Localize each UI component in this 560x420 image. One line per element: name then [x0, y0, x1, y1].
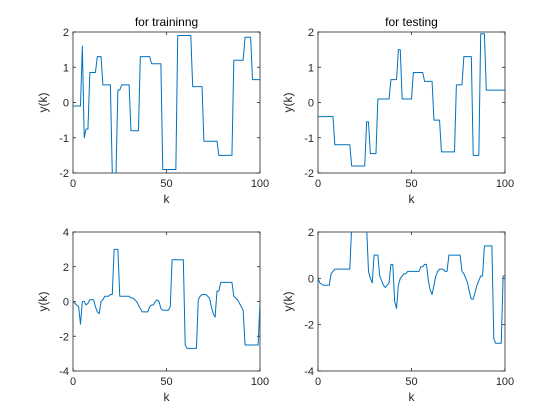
- x-tick-label: 50: [160, 376, 172, 388]
- x-tick-label: 100: [251, 376, 269, 388]
- plot-area: [317, 31, 506, 174]
- y-tick-label: 2: [308, 227, 314, 239]
- subplot-2: 0 50 100 -2 -1 0 1 2 k y(k) for testing: [281, 15, 514, 206]
- plot-area: [72, 231, 261, 372]
- x-axis-label: k: [409, 192, 416, 206]
- y-tick-label: -2: [59, 168, 69, 180]
- y-tick-label: 0: [63, 297, 69, 309]
- y-tick-label: -1: [304, 133, 314, 145]
- x-axis-label: k: [409, 390, 416, 404]
- series-line-1: [73, 248, 260, 349]
- chart-title: for testing: [385, 15, 438, 29]
- x-tick-label: 100: [251, 178, 269, 190]
- x-axis-label: k: [164, 192, 171, 206]
- y-tick-label: 0: [308, 98, 314, 110]
- y-tick-label: 2: [63, 27, 69, 39]
- x-axis-label: k: [164, 390, 171, 404]
- y-tick-label: -2: [304, 320, 314, 332]
- y-tick-label: -4: [304, 366, 314, 378]
- series-line-1: [318, 232, 505, 344]
- y-tick-label: 1: [308, 62, 314, 74]
- x-tick-label: 50: [405, 376, 417, 388]
- y-tick-label: -2: [304, 168, 314, 180]
- series-line-1: [73, 35, 260, 173]
- x-tick-label: 0: [70, 376, 76, 388]
- y-tick-label: 1: [63, 62, 69, 74]
- y-axis-label: y(k): [281, 93, 295, 113]
- y-tick-label: 0: [308, 273, 314, 285]
- y-axis-label: y(k): [36, 292, 50, 312]
- x-tick-label: 0: [315, 376, 321, 388]
- y-tick-label: -1: [59, 133, 69, 145]
- y-tick-label: -2: [59, 331, 69, 343]
- plot-area: [72, 31, 261, 174]
- subplot-4: 0 50 100 -4 -2 0 2 k y(k): [281, 227, 514, 404]
- chart-title: for traininng: [135, 15, 198, 29]
- y-axis-label: y(k): [36, 93, 50, 113]
- series-line-1: [318, 33, 505, 167]
- y-axis-label: y(k): [281, 292, 295, 312]
- y-tick-label: -4: [59, 366, 69, 378]
- subplot-3: 0 50 100 -4 -2 0 2 4 k y(k): [36, 227, 269, 404]
- x-tick-label: 100: [496, 178, 514, 190]
- plot-area: [317, 231, 506, 372]
- y-tick-label: 4: [63, 227, 69, 239]
- x-tick-label: 100: [496, 376, 514, 388]
- x-tick-label: 50: [160, 178, 172, 190]
- subplot-1: 0 50 100 -2 -1 0 1 2 k y(k) for traininng: [36, 15, 269, 206]
- x-tick-label: 0: [70, 178, 76, 190]
- y-tick-label: 2: [63, 262, 69, 274]
- y-tick-label: 0: [63, 98, 69, 110]
- x-tick-label: 0: [315, 178, 321, 190]
- x-tick-label: 50: [405, 178, 417, 190]
- y-tick-label: 2: [308, 27, 314, 39]
